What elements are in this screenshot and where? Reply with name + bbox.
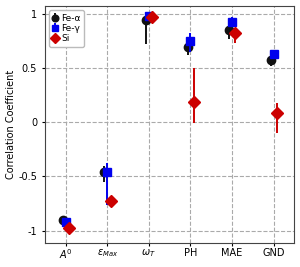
- Y-axis label: Correlation Coefficient: Correlation Coefficient: [6, 70, 16, 179]
- Legend: Fe-α, Fe-γ, Si: Fe-α, Fe-γ, Si: [50, 10, 84, 47]
